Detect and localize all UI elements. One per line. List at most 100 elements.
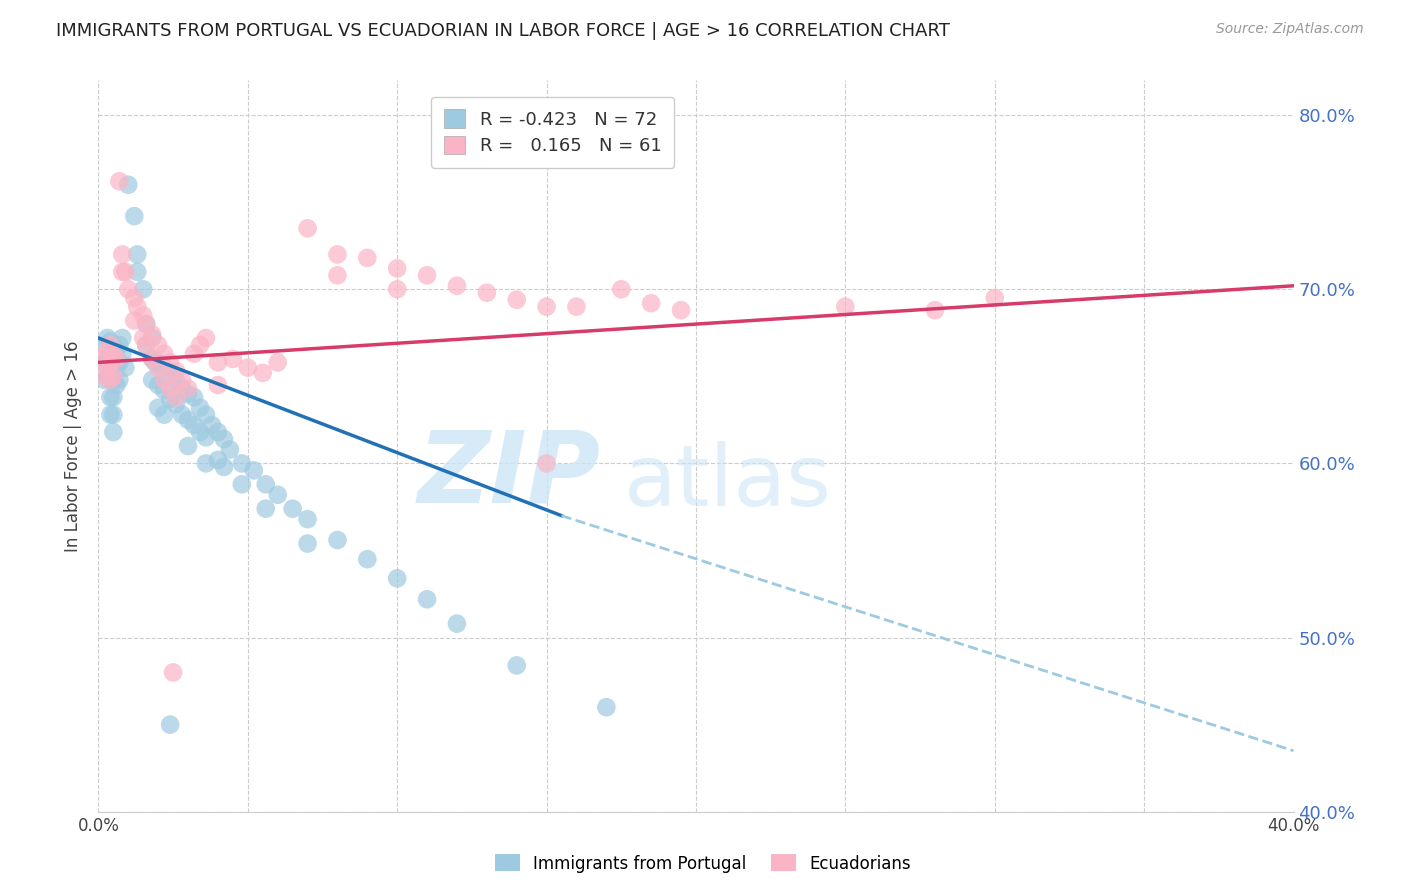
Point xyxy=(172,373,194,387)
Point xyxy=(141,351,163,366)
Point xyxy=(111,331,134,345)
Point xyxy=(103,355,125,369)
Point xyxy=(98,390,122,404)
Text: Source: ZipAtlas.com: Source: ZipAtlas.com xyxy=(1216,22,1364,37)
Point xyxy=(141,331,163,345)
Point xyxy=(141,373,163,387)
Point xyxy=(103,369,125,384)
Point xyxy=(177,439,200,453)
Point xyxy=(105,360,128,375)
Point xyxy=(506,293,529,307)
Legend: R = -0.423   N = 72, R =   0.165   N = 61: R = -0.423 N = 72, R = 0.165 N = 61 xyxy=(432,96,673,168)
Point xyxy=(669,303,692,318)
Point xyxy=(132,282,155,296)
Point xyxy=(108,174,131,188)
Point xyxy=(446,616,468,631)
Point xyxy=(565,300,588,314)
Point xyxy=(924,303,946,318)
Point xyxy=(188,401,211,415)
Point xyxy=(195,430,218,444)
Point xyxy=(207,453,229,467)
Point xyxy=(165,373,187,387)
Point xyxy=(141,327,163,342)
Point xyxy=(103,390,125,404)
Point xyxy=(135,317,157,331)
Y-axis label: In Labor Force | Age > 16: In Labor Force | Age > 16 xyxy=(65,340,83,552)
Point xyxy=(195,331,218,345)
Point xyxy=(326,247,349,261)
Point xyxy=(153,373,176,387)
Point xyxy=(385,261,409,276)
Legend: Immigrants from Portugal, Ecuadorians: Immigrants from Portugal, Ecuadorians xyxy=(488,847,918,880)
Point xyxy=(127,247,149,261)
Point xyxy=(595,700,617,714)
Point xyxy=(267,355,290,369)
Point xyxy=(93,338,115,352)
Point xyxy=(114,265,136,279)
Point xyxy=(98,351,122,366)
Point xyxy=(834,300,856,314)
Point xyxy=(153,408,176,422)
Point xyxy=(188,425,211,439)
Point xyxy=(105,378,128,392)
Point xyxy=(297,512,319,526)
Point xyxy=(148,401,170,415)
Point xyxy=(159,369,181,384)
Point xyxy=(127,265,149,279)
Point xyxy=(385,571,409,585)
Point xyxy=(103,338,125,352)
Point xyxy=(195,457,218,471)
Point xyxy=(105,343,128,358)
Point xyxy=(243,463,266,477)
Point xyxy=(153,347,176,361)
Point xyxy=(93,355,115,369)
Point xyxy=(183,347,205,361)
Point xyxy=(172,382,194,396)
Point xyxy=(103,408,125,422)
Point xyxy=(356,251,378,265)
Point xyxy=(111,247,134,261)
Point xyxy=(254,477,277,491)
Point xyxy=(98,338,122,352)
Point xyxy=(98,373,122,387)
Point xyxy=(212,459,235,474)
Point xyxy=(96,343,118,358)
Point xyxy=(114,360,136,375)
Point xyxy=(159,392,181,406)
Point xyxy=(177,386,200,401)
Point xyxy=(536,300,558,314)
Point xyxy=(159,382,181,396)
Point xyxy=(177,413,200,427)
Point xyxy=(267,488,290,502)
Point xyxy=(111,348,134,362)
Point xyxy=(93,369,115,384)
Point xyxy=(127,300,149,314)
Point xyxy=(252,366,274,380)
Point xyxy=(177,382,200,396)
Point xyxy=(610,282,633,296)
Point xyxy=(162,665,184,680)
Point xyxy=(165,364,187,378)
Point xyxy=(124,291,146,305)
Point xyxy=(506,658,529,673)
Point xyxy=(281,501,304,516)
Point xyxy=(96,360,118,375)
Text: atlas: atlas xyxy=(624,441,832,524)
Point xyxy=(183,418,205,433)
Point xyxy=(124,209,146,223)
Point xyxy=(183,390,205,404)
Point xyxy=(416,592,439,607)
Point xyxy=(231,457,253,471)
Point xyxy=(207,425,229,439)
Point xyxy=(148,360,170,375)
Point xyxy=(212,432,235,446)
Point xyxy=(984,291,1007,305)
Point xyxy=(297,221,319,235)
Point xyxy=(326,268,349,283)
Point xyxy=(165,390,187,404)
Point xyxy=(231,477,253,491)
Point xyxy=(153,360,176,375)
Point xyxy=(98,373,122,387)
Point xyxy=(117,178,139,192)
Point xyxy=(148,378,170,392)
